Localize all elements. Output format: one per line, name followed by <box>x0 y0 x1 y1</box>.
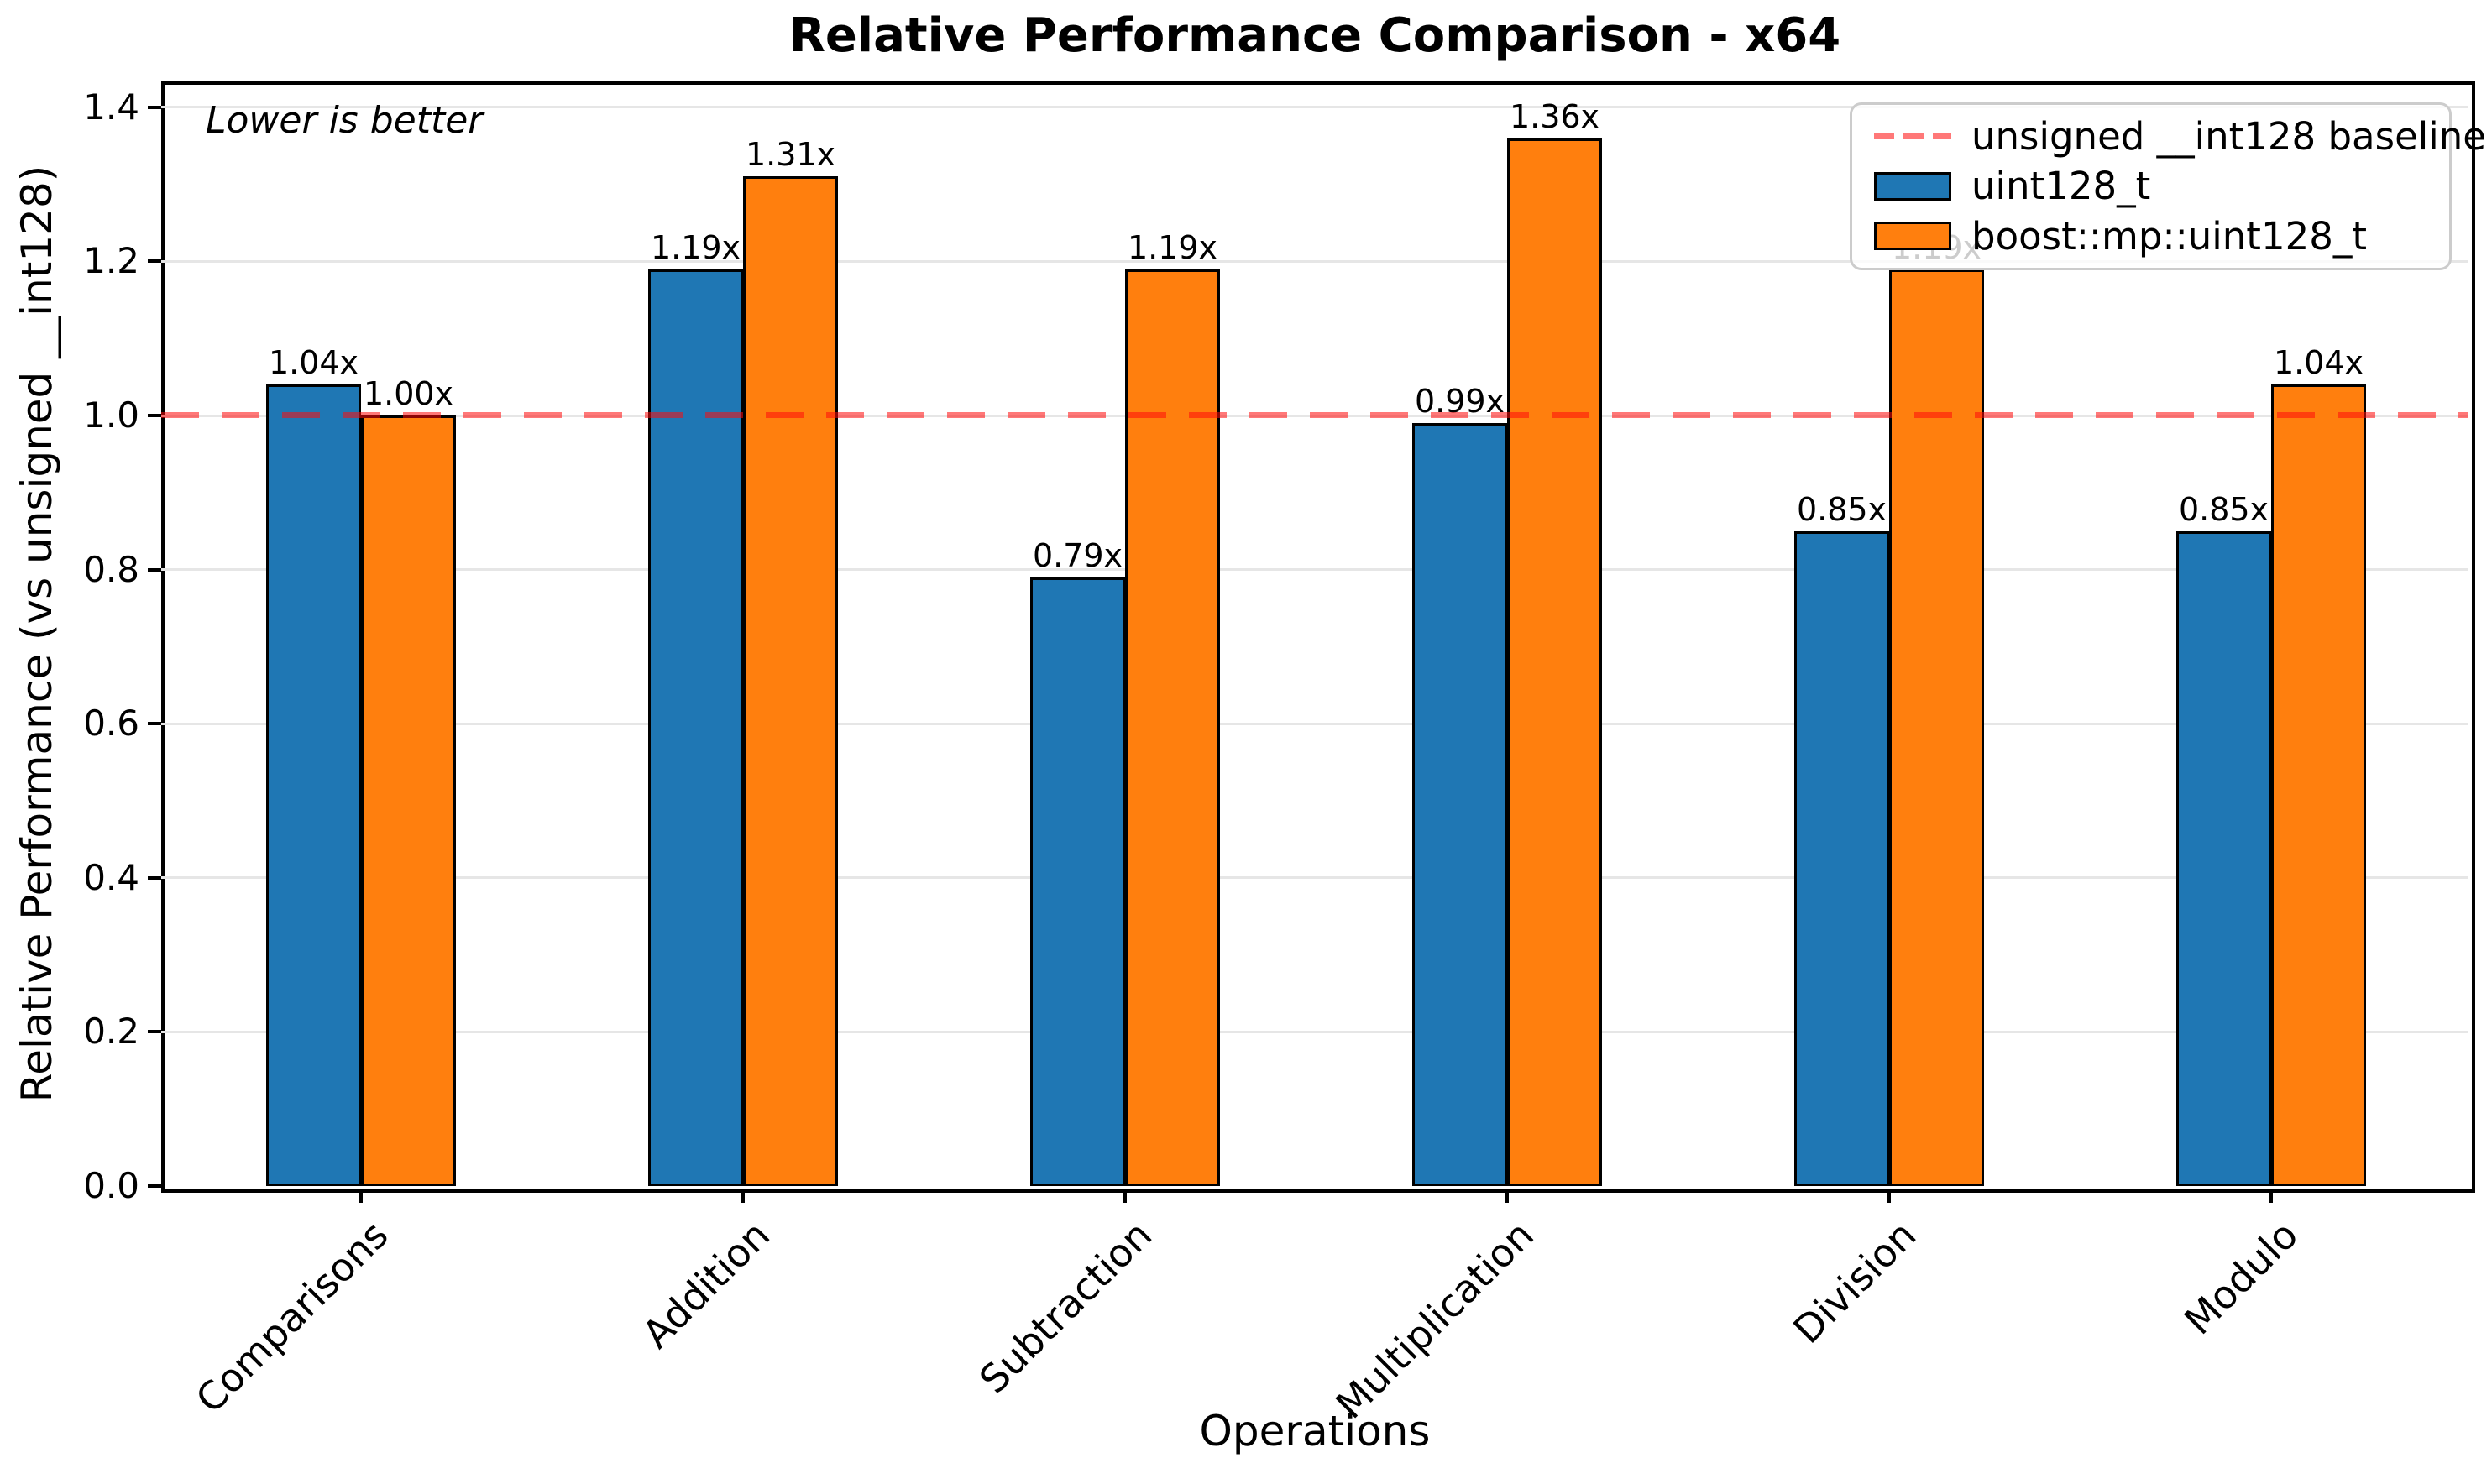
bar-uint128_t-modulo <box>2176 531 2271 1186</box>
bar-value-label-uint128_t-comparisons: 1.04x <box>268 344 359 381</box>
x-axis-title: Operations <box>1199 1407 1431 1455</box>
legend-row-uint128: uint128_t <box>1874 162 2441 211</box>
x-tick-label-multiplication: Multiplication <box>1327 1212 1543 1428</box>
chart-title: Relative Performance Comparison - x64 <box>788 8 1841 63</box>
bar-boost::mp::uint128_t-multiplication <box>1507 138 1602 1186</box>
y-tick-1.0 <box>148 414 161 417</box>
baseline-dashed-line <box>161 412 2468 418</box>
annotation-lower-is-better: Lower is better <box>206 99 484 142</box>
y-tick-1.2 <box>148 259 161 264</box>
bar-value-label-boost::mp::uint128_t-subtraction: 1.19x <box>1127 229 1218 266</box>
x-tick-label-addition: Addition <box>633 1212 779 1357</box>
x-tick-label-subtraction: Subtraction <box>970 1212 1161 1403</box>
y-gridline-0.8 <box>161 568 2468 572</box>
y-gridline-1.2 <box>161 259 2468 263</box>
legend-dash-swatch <box>1874 133 1951 140</box>
y-tick-label-0.6: 0.6 <box>83 703 139 745</box>
orange-swatch-icon <box>1874 222 1951 251</box>
legend-label-baseline: unsigned __int128 baseline <box>1971 114 2486 159</box>
y-axis-title: Relative Performance (vs unsigned __int1… <box>13 165 61 1103</box>
bar-uint128_t-addition <box>648 269 743 1186</box>
x-tick-comparisons <box>359 1189 363 1203</box>
bar-value-label-uint128_t-subtraction: 0.79x <box>1032 537 1123 574</box>
bar-value-label-boost::mp::uint128_t-comparisons: 1.00x <box>363 375 454 412</box>
bar-value-label-uint128_t-division: 0.85x <box>1796 491 1887 528</box>
bar-uint128_t-multiplication <box>1412 423 1507 1186</box>
y-tick-1.4 <box>148 105 161 109</box>
bar-value-label-boost::mp::uint128_t-addition: 1.31x <box>745 136 836 173</box>
bar-uint128_t-division <box>1794 531 1889 1186</box>
y-tick-label-1.2: 1.2 <box>83 240 139 282</box>
y-gridline-1.4 <box>161 106 2468 109</box>
legend-label-uint128: uint128_t <box>1971 164 2151 209</box>
legend-orange-swatch <box>1874 222 1951 251</box>
x-tick-label-modulo: Modulo <box>2175 1212 2307 1344</box>
y-tick-label-0.8: 0.8 <box>83 548 139 590</box>
legend-label-boost: boost::mp::uint128_t <box>1971 213 2367 259</box>
y-tick-label-1.0: 1.0 <box>83 395 139 436</box>
y-tick-label-0.0: 0.0 <box>83 1165 139 1206</box>
bar-value-label-boost::mp::uint128_t-modulo: 1.04x <box>2273 344 2364 381</box>
bar-value-label-uint128_t-addition: 1.19x <box>650 229 741 266</box>
bar-value-label-boost::mp::uint128_t-multiplication: 1.36x <box>1509 98 1600 135</box>
bar-uint128_t-subtraction <box>1030 577 1125 1186</box>
blue-swatch-icon <box>1874 171 1951 201</box>
y-tick-0.4 <box>148 875 161 880</box>
bar-boost::mp::uint128_t-addition <box>743 176 838 1186</box>
bar-uint128_t-comparisons <box>266 384 361 1186</box>
y-tick-label-0.4: 0.4 <box>83 856 139 898</box>
x-tick-label-division: Division <box>1784 1212 1925 1353</box>
bar-boost::mp::uint128_t-division <box>1889 269 1984 1186</box>
y-tick-0.8 <box>148 567 161 572</box>
x-tick-addition <box>741 1189 745 1203</box>
bar-boost::mp::uint128_t-subtraction <box>1125 269 1220 1186</box>
y-tick-label-0.2: 0.2 <box>83 1011 139 1053</box>
y-tick-0.6 <box>148 722 161 726</box>
bar-boost::mp::uint128_t-modulo <box>2271 384 2366 1186</box>
legend-blue-swatch <box>1874 171 1951 201</box>
bar-value-label-uint128_t-modulo: 0.85x <box>2178 491 2270 528</box>
legend: unsigned __int128 baseline uint128_t boo… <box>1850 102 2486 270</box>
y-gridline-0.4 <box>161 876 2468 880</box>
y-tick-label-1.4: 1.4 <box>83 86 139 128</box>
y-gridline-0.6 <box>161 722 2468 725</box>
x-tick-subtraction <box>1123 1189 1127 1203</box>
y-gridline-0.2 <box>161 1030 2468 1033</box>
bar-boost::mp::uint128_t-comparisons <box>361 415 456 1186</box>
y-tick-0.0 <box>148 1184 161 1188</box>
y-tick-0.2 <box>148 1030 161 1034</box>
x-tick-multiplication <box>1505 1189 1509 1203</box>
x-tick-label-comparisons: Comparisons <box>186 1212 397 1422</box>
x-tick-modulo <box>2270 1189 2273 1203</box>
baseline-dash-icon <box>1874 133 1951 140</box>
x-tick-division <box>1887 1189 1891 1203</box>
legend-row-boost: boost::mp::uint128_t <box>1874 212 2441 260</box>
legend-row-baseline: unsigned __int128 baseline <box>1874 112 2486 161</box>
